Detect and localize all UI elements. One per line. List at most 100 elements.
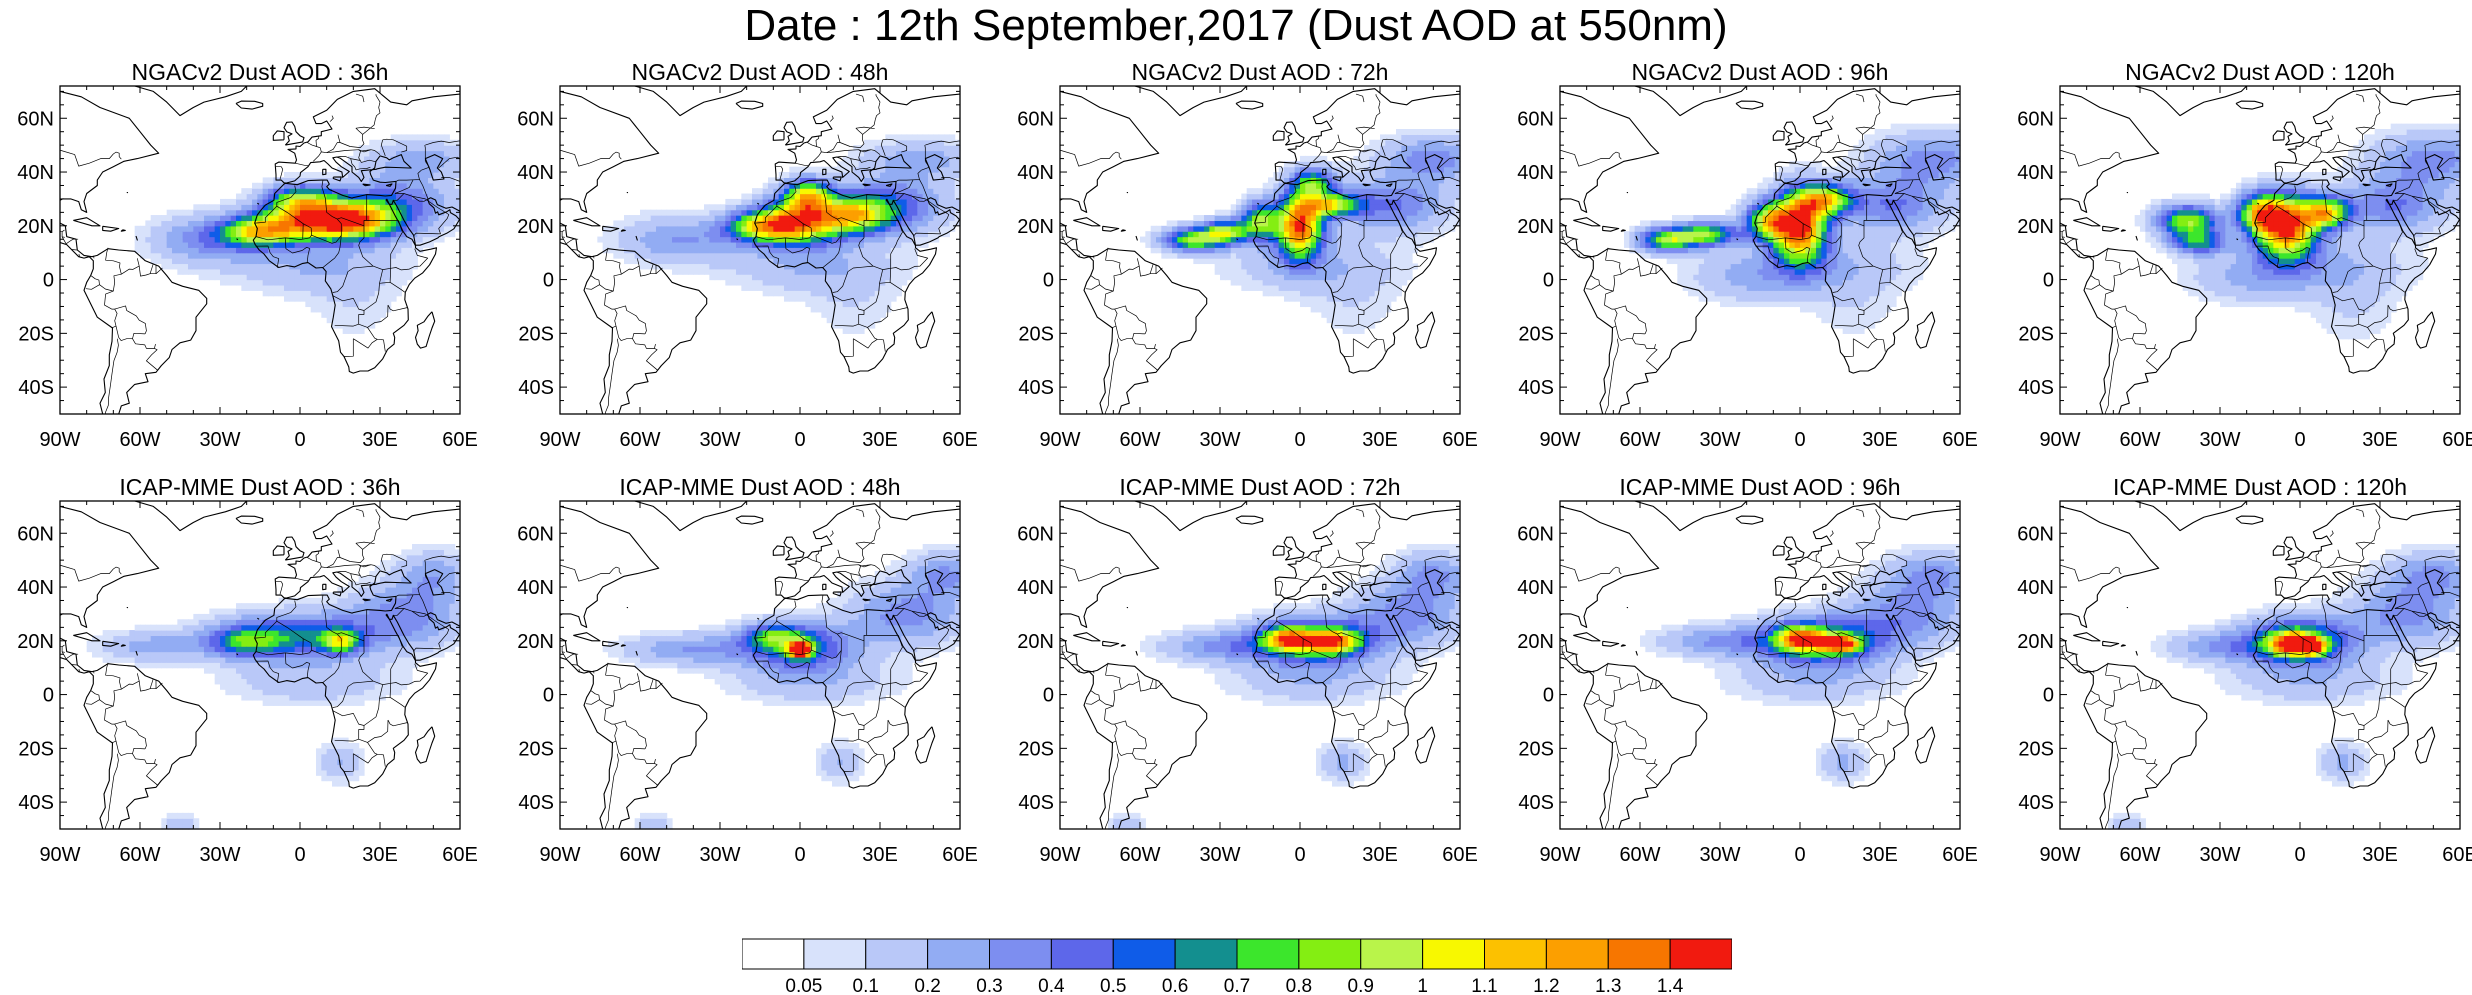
lon-tick-label: 30W (699, 844, 740, 866)
map-panel: ICAP-MME Dust AOD : 120h 60N 40N 20N 0 20S 40S… (2000, 473, 2472, 873)
colorbar-label: 0.8 (1286, 976, 1312, 995)
axis-ticks (2059, 501, 2461, 830)
lat-tick-label: 20N (1017, 216, 1054, 238)
lon-tick-label: 60W (1619, 844, 1660, 866)
dust-aod-map: 60N 40N 20N 0 20S 40S 90W 60W 30W 0 30E 60E (1517, 500, 1978, 866)
lon-tick-label: 60E (442, 429, 478, 451)
panel-title: NGACv2 Dust AOD : 72h (1131, 59, 1389, 85)
colorbar-label: 0.2 (914, 976, 940, 995)
coastlines (60, 501, 460, 829)
lat-tick-label: 0 (2043, 685, 2054, 707)
colorbar-label: 0.4 (1038, 976, 1065, 995)
lon-tick-label: 60W (2119, 429, 2160, 451)
lat-tick-label: 60N (2017, 523, 2054, 545)
lat-tick-label: 40N (1017, 577, 1054, 599)
map-frame (59, 85, 461, 415)
coastlines (2060, 501, 2460, 829)
lon-tick-label: 0 (2294, 844, 2305, 866)
lon-tick-label: 60E (442, 844, 478, 866)
colorbar-label: 1.3 (1595, 976, 1621, 995)
lat-tick-label: 20S (2018, 323, 2054, 345)
panel-title: NGACv2 Dust AOD : 96h (1631, 59, 1889, 85)
map-panel: NGACv2 Dust AOD : 48h 60N 40N 20N 0 20S 40S 90W… (500, 58, 978, 458)
map-frame (559, 500, 961, 830)
lon-tick-label: 60E (1442, 844, 1478, 866)
axis-ticks (59, 86, 461, 415)
lat-tick-label: 40N (17, 577, 54, 599)
axis-ticks (1559, 501, 1961, 830)
colorbar-swatch (1298, 938, 1362, 970)
coastlines (60, 86, 460, 414)
lon-tick-label: 90W (539, 429, 580, 451)
lat-tick-label: 60N (1017, 108, 1054, 130)
lat-tick-label: 60N (517, 108, 554, 130)
lon-tick-label: 60W (119, 844, 160, 866)
lat-tick-label: 20S (518, 738, 554, 760)
map-panel: ICAP-MME Dust AOD : 96h 60N 40N 20N 0 20S 40S 9… (1500, 473, 1978, 873)
lon-tick-label: 90W (1539, 429, 1580, 451)
colorbar-label: 1.2 (1533, 976, 1559, 995)
figure-title: Date : 12th September,2017 (Dust AOD at … (744, 1, 1728, 50)
lon-tick-label: 30W (1699, 429, 1740, 451)
map-frame (1059, 500, 1461, 830)
lon-tick-label: 30W (699, 429, 740, 451)
dust-aod-map: 60N 40N 20N 0 20S 40S 90W 60W 30W 0 30E 60E (1017, 85, 1478, 451)
map-frame (2059, 500, 2461, 830)
axis-ticks (1059, 501, 1461, 830)
dust-aod-map: 60N 40N 20N 0 20S 40S 90W 60W 30W 0 30E 60E (17, 500, 478, 866)
lon-tick-label: 90W (2039, 844, 2080, 866)
map-frame (559, 85, 961, 415)
lon-tick-label: 60W (619, 844, 660, 866)
lat-tick-label: 0 (43, 685, 54, 707)
lon-tick-label: 60W (1119, 844, 1160, 866)
lat-tick-label: 20S (518, 323, 554, 345)
lat-tick-label: 60N (1517, 523, 1554, 545)
colorbar-label: 0.05 (785, 976, 822, 995)
colorbar-swatch (742, 938, 805, 970)
colorbar-swatch (1236, 938, 1300, 970)
lon-tick-label: 90W (1039, 844, 1080, 866)
axis-ticks (1559, 86, 1961, 415)
lat-tick-label: 60N (17, 523, 54, 545)
panel-title: NGACv2 Dust AOD : 36h (131, 59, 389, 85)
colorbar-label: 0.5 (1100, 976, 1126, 995)
colorbar-swatch (1112, 938, 1176, 970)
colorbar-swatch (1050, 938, 1114, 970)
lat-tick-label: 20S (1018, 323, 1054, 345)
lat-tick-label: 40N (1517, 577, 1554, 599)
colorbar-label: 1 (1417, 976, 1428, 995)
lat-tick-label: 20N (17, 216, 54, 238)
lon-tick-label: 30W (1699, 844, 1740, 866)
map-frame (1059, 85, 1461, 415)
lat-tick-label: 0 (543, 270, 554, 292)
coastlines (1060, 86, 1460, 414)
lon-tick-label: 30E (362, 429, 398, 451)
aod-shading (86, 544, 461, 830)
aod-shading (1140, 129, 1461, 334)
coastlines (1560, 501, 1960, 829)
colorbar-swatch (1174, 938, 1238, 970)
lat-tick-label: 0 (2043, 270, 2054, 292)
panel-title: ICAP-MME Dust AOD : 96h (1619, 474, 1901, 500)
dust-aod-map: 60N 40N 20N 0 20S 40S 90W 60W 30W 0 30E 60E (17, 85, 478, 451)
lat-tick-label: 0 (1043, 270, 1054, 292)
lat-tick-label: 0 (1543, 270, 1554, 292)
lat-tick-label: 40S (1018, 377, 1054, 399)
dust-aod-map: 60N 40N 20N 0 20S 40S 90W 60W 30W 0 30E 60E (2017, 500, 2472, 866)
colorbar-swatch (803, 938, 867, 970)
aod-shading (1640, 544, 1961, 787)
axis-ticks (59, 501, 461, 830)
lon-tick-label: 0 (294, 844, 305, 866)
lon-tick-label: 60W (1619, 429, 1660, 451)
lon-tick-label: 30E (862, 429, 898, 451)
lat-tick-label: 20N (2017, 216, 2054, 238)
aod-shading (134, 134, 461, 334)
lat-tick-label: 0 (1543, 685, 1554, 707)
lat-tick-label: 20S (2018, 738, 2054, 760)
axis-ticks (2059, 86, 2461, 415)
map-panel: ICAP-MME Dust AOD : 36h 60N 40N 20N 0 20S 40S 9… (0, 473, 478, 873)
lon-tick-label: 30E (862, 844, 898, 866)
panel-title: ICAP-MME Dust AOD : 120h (2113, 474, 2407, 500)
lat-tick-label: 40S (2018, 792, 2054, 814)
lon-tick-label: 30W (1199, 844, 1240, 866)
